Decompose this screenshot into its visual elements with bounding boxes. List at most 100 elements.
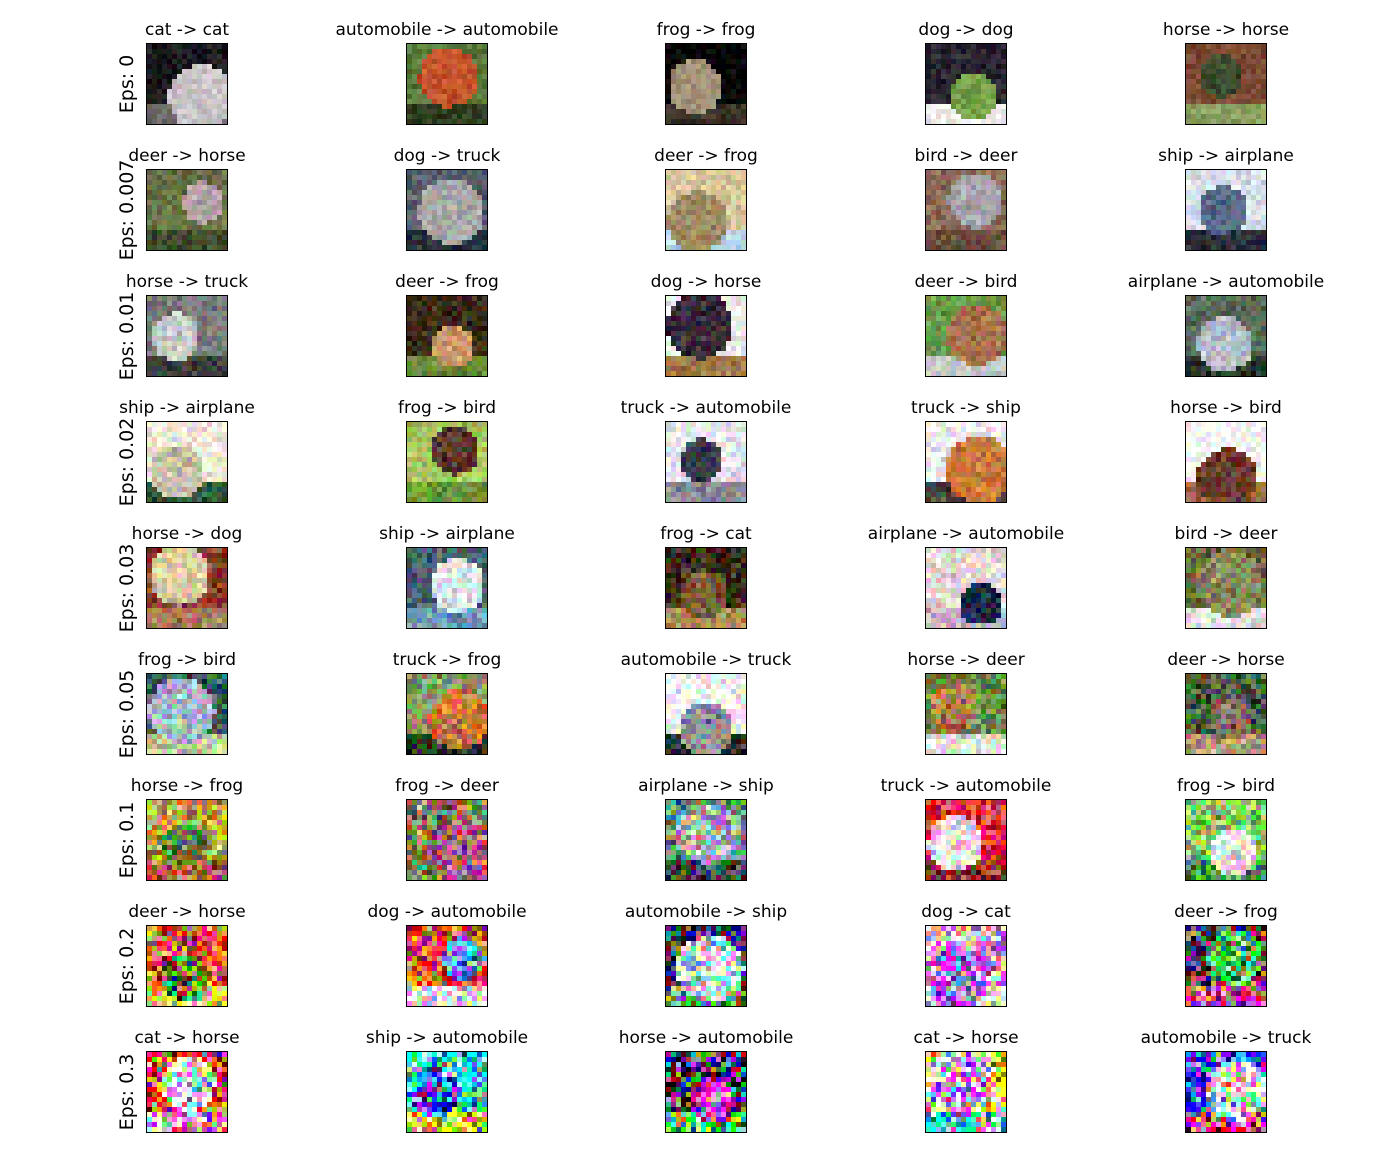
pixel-image <box>666 422 746 502</box>
pixel-image <box>926 296 1006 376</box>
cell-title-true-pred: frog -> bird <box>398 398 496 418</box>
pixel-image <box>407 674 487 754</box>
cell-title-true-pred: automobile -> automobile <box>335 20 559 40</box>
pixel-image <box>147 296 227 376</box>
cell-title-true-pred: truck -> ship <box>911 398 1021 418</box>
sample-image <box>925 295 1007 377</box>
cell-title-true-pred: bird -> deer <box>1174 524 1278 544</box>
sample-image <box>406 295 488 377</box>
pixel-image <box>666 800 746 880</box>
sample-image <box>406 673 488 755</box>
sample-image <box>1185 673 1267 755</box>
pixel-image <box>666 170 746 250</box>
cell-title-true-pred: frog -> bird <box>1177 776 1275 796</box>
sample-image <box>665 547 747 629</box>
pixel-image <box>926 674 1006 754</box>
sample-image <box>146 925 228 1007</box>
cell-title-true-pred: horse -> bird <box>1170 398 1282 418</box>
cell-title-true-pred: airplane -> automobile <box>867 524 1065 544</box>
cell-title-true-pred: cat -> cat <box>144 20 230 40</box>
cell-title-true-pred: ship -> airplane <box>1158 146 1294 166</box>
cell-title-true-pred: automobile -> truck <box>1140 1028 1312 1048</box>
cell-title-true-pred: airplane -> ship <box>638 776 774 796</box>
row-label-eps: Eps: 0.1 <box>116 801 138 879</box>
sample-image <box>665 1051 747 1133</box>
cell-title-true-pred: deer -> horse <box>128 902 246 922</box>
pixel-image <box>926 422 1006 502</box>
sample-image <box>1185 547 1267 629</box>
cell-title-true-pred: deer -> horse <box>128 146 246 166</box>
pixel-image <box>926 800 1006 880</box>
cell-title-true-pred: truck -> frog <box>392 650 502 670</box>
cell-title-true-pred: deer -> frog <box>395 272 499 292</box>
cell-title-true-pred: ship -> automobile <box>365 1028 529 1048</box>
pixel-image <box>666 1052 746 1132</box>
sample-image <box>1185 295 1267 377</box>
sample-image <box>665 925 747 1007</box>
cell-title-true-pred: truck -> automobile <box>880 776 1052 796</box>
sample-image <box>146 799 228 881</box>
cell-title-true-pred: horse -> automobile <box>618 1028 794 1048</box>
pixel-image <box>666 44 746 124</box>
pixel-image <box>147 44 227 124</box>
sample-image <box>146 547 228 629</box>
pixel-image <box>407 926 487 1006</box>
cell-title-true-pred: frog -> cat <box>660 524 752 544</box>
pixel-image <box>926 1052 1006 1132</box>
pixel-image <box>407 422 487 502</box>
cell-title-true-pred: frog -> deer <box>395 776 499 796</box>
sample-image <box>925 43 1007 125</box>
pixel-image <box>147 170 227 250</box>
row-label-eps: Eps: 0.03 <box>116 543 138 633</box>
cell-title-true-pred: dog -> automobile <box>367 902 527 922</box>
cell-title-true-pred: dog -> horse <box>650 272 762 292</box>
pixel-image <box>666 548 746 628</box>
sample-image <box>925 169 1007 251</box>
sample-image <box>146 43 228 125</box>
sample-image <box>925 421 1007 503</box>
sample-image <box>406 547 488 629</box>
row-label-eps: Eps: 0.3 <box>116 1053 138 1131</box>
sample-image <box>146 421 228 503</box>
sample-image <box>1185 43 1267 125</box>
pixel-image <box>147 800 227 880</box>
row-label-eps: Eps: 0 <box>116 54 138 114</box>
sample-image <box>146 1051 228 1133</box>
sample-image <box>925 799 1007 881</box>
cell-title-true-pred: cat -> horse <box>913 1028 1019 1048</box>
cell-title-true-pred: deer -> bird <box>914 272 1018 292</box>
pixel-image <box>1186 1052 1266 1132</box>
pixel-image <box>147 548 227 628</box>
sample-image <box>406 1051 488 1133</box>
pixel-image <box>407 800 487 880</box>
cell-title-true-pred: dog -> dog <box>918 20 1014 40</box>
cell-title-true-pred: horse -> deer <box>907 650 1025 670</box>
cell-title-true-pred: horse -> dog <box>131 524 243 544</box>
sample-image <box>146 295 228 377</box>
sample-image <box>146 673 228 755</box>
sample-image <box>406 925 488 1007</box>
sample-image <box>406 421 488 503</box>
pixel-image <box>147 1052 227 1132</box>
pixel-image <box>1186 422 1266 502</box>
pixel-image <box>147 926 227 1006</box>
cell-title-true-pred: cat -> horse <box>134 1028 240 1048</box>
pixel-image <box>407 1052 487 1132</box>
sample-image <box>925 673 1007 755</box>
pixel-image <box>407 170 487 250</box>
cell-title-true-pred: deer -> frog <box>1174 902 1278 922</box>
pixel-image <box>926 44 1006 124</box>
pixel-image <box>1186 170 1266 250</box>
cell-title-true-pred: automobile -> truck <box>620 650 792 670</box>
pixel-image <box>407 548 487 628</box>
pixel-image <box>407 296 487 376</box>
cell-title-true-pred: truck -> automobile <box>620 398 792 418</box>
sample-image <box>665 295 747 377</box>
row-label-eps: Eps: 0.01 <box>116 291 138 381</box>
pixel-image <box>666 296 746 376</box>
cell-title-true-pred: ship -> airplane <box>119 398 255 418</box>
sample-image <box>406 799 488 881</box>
pixel-image <box>1186 296 1266 376</box>
cell-title-true-pred: ship -> airplane <box>379 524 515 544</box>
cell-title-true-pred: airplane -> automobile <box>1127 272 1325 292</box>
